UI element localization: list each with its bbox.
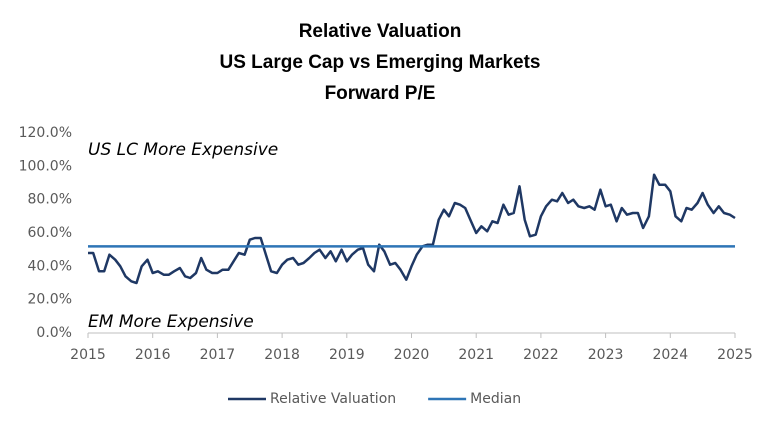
y-tick-label: 20.0% (28, 292, 72, 308)
y-tick-label: 0.0% (36, 325, 72, 341)
legend-label: Median (470, 391, 521, 407)
legend-label: Relative Valuation (270, 391, 396, 407)
y-tick-label: 120.0% (19, 125, 72, 141)
x-tick-label: 2019 (329, 347, 365, 363)
x-tick-label: 2017 (200, 347, 236, 363)
chart-title: Forward P/E (325, 83, 436, 104)
y-tick-label: 80.0% (28, 192, 72, 208)
y-tick-label: 100.0% (19, 158, 72, 174)
x-tick-label: 2024 (652, 347, 688, 363)
x-tick-label: 2022 (523, 347, 559, 363)
x-tick-label: 2016 (135, 347, 171, 363)
series-line (88, 173, 736, 285)
y-tick-label: 40.0% (28, 258, 72, 274)
x-tick-label: 2021 (458, 347, 494, 363)
x-tick-label: 2020 (394, 347, 430, 363)
chart-title: Relative Valuation (299, 21, 462, 42)
annotation: EM More Expensive (88, 312, 254, 332)
annotation: US LC More Expensive (88, 140, 278, 160)
x-tick-label: 2018 (264, 347, 300, 363)
x-tick-label: 2025 (717, 347, 753, 363)
y-tick-label: 60.0% (28, 225, 72, 241)
x-tick-label: 2023 (588, 347, 624, 363)
x-tick-label: 2015 (70, 347, 106, 363)
chart-title: US Large Cap vs Emerging Markets (220, 52, 541, 73)
